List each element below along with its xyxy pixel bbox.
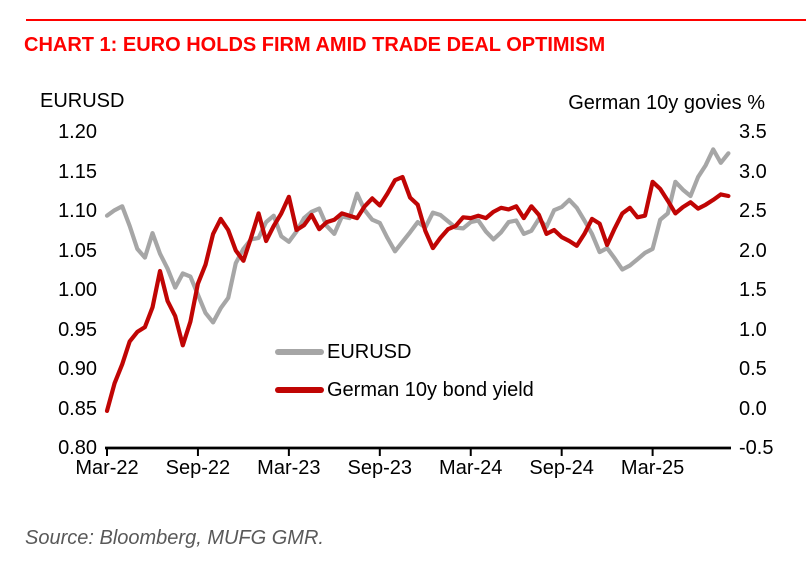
x-axis-tick-label: Sep-24: [529, 457, 594, 479]
chart-title: CHART 1: EURO HOLDS FIRM AMID TRADE DEAL…: [24, 34, 606, 56]
legend-label-german-10y: German 10y bond yield: [327, 378, 534, 401]
right-axis-tick-label: 3.5: [739, 121, 767, 143]
left-axis-tick-label: 1.10: [58, 200, 97, 222]
right-axis-tick-label: 1.0: [739, 318, 767, 341]
x-axis-tick-label: Sep-22: [165, 457, 231, 479]
eurusd-line: [104, 147, 731, 325]
left-axis-tick-label: 1.15: [58, 160, 97, 183]
chart-legend: EURUSD German 10y bond yield: [275, 340, 534, 416]
legend-item-eurusd: EURUSD: [275, 340, 534, 364]
x-axis-tick-label: Mar-24: [439, 457, 503, 479]
eurusd-line-swatch: [275, 349, 324, 355]
accent-rule: [26, 19, 806, 21]
source-note: Source: Bloomberg, MUFG GMR.: [25, 527, 324, 549]
left-axis-tick-label: 0.95: [58, 318, 97, 341]
right-axis-tick-label: 2.5: [739, 200, 767, 222]
left-axis-tick-label: 1.20: [58, 121, 97, 143]
right-axis-tick-label: -0.5: [739, 437, 774, 459]
left-axis-tick-label: 1.05: [58, 239, 97, 262]
left-axis-title: EURUSD: [40, 90, 125, 112]
x-axis-tick-label: Mar-22: [75, 457, 139, 479]
x-axis-tick-label: Mar-23: [257, 457, 321, 479]
legend-item-german-10y: German 10y bond yield: [275, 378, 534, 402]
german-10y-line-swatch: [275, 387, 324, 393]
left-axis-tick-label: 0.90: [58, 358, 97, 380]
right-axis-tick-label: 1.5: [739, 279, 767, 301]
right-axis-tick-label: 2.0: [739, 239, 767, 262]
left-axis-tick-label: 0.80: [58, 437, 97, 459]
right-axis-title: German 10y govies %: [568, 92, 765, 114]
right-axis-tick-label: 0.5: [739, 358, 767, 380]
left-axis-tick-label: 0.85: [58, 397, 97, 420]
right-axis-tick-label: 0.0: [739, 397, 767, 420]
x-axis-tick-label: Sep-23: [347, 457, 413, 479]
right-axis-tick-label: 3.0: [739, 160, 767, 183]
legend-label-eurusd: EURUSD: [327, 340, 412, 363]
left-axis-tick-label: 1.00: [58, 279, 97, 301]
x-axis-tick-label: Mar-25: [620, 457, 685, 479]
